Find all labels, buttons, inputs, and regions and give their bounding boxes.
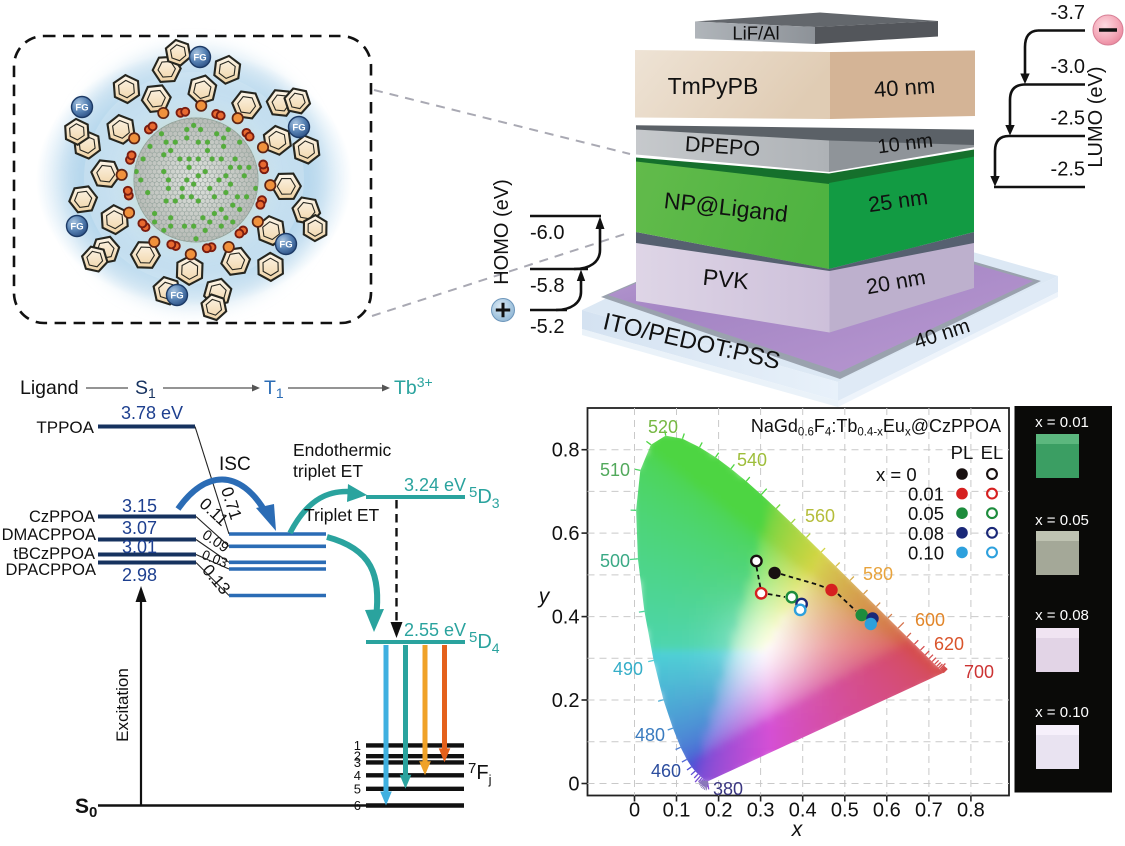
svg-text:EL: EL [981,442,1004,463]
svg-text:0.7: 0.7 [915,800,943,822]
svg-text:FG: FG [70,221,83,232]
svg-text:-6.0: -6.0 [530,222,564,244]
svg-text:-2.5: -2.5 [1051,108,1085,130]
svg-text:460: 460 [651,761,681,781]
svg-text:0.6: 0.6 [552,523,580,545]
svg-text:3.01: 3.01 [122,537,157,557]
svg-text:DPEPO: DPEPO [684,132,761,161]
svg-text:y: y [537,585,551,608]
svg-text:Excitation: Excitation [113,668,132,742]
svg-text:510: 510 [600,460,630,480]
svg-text:3.24 eV: 3.24 eV [404,475,466,495]
svg-text:0.4: 0.4 [789,800,817,822]
svg-text:ISC: ISC [219,454,251,475]
svg-text:5D4: 5D4 [469,629,500,656]
svg-text:3.15: 3.15 [122,496,157,516]
svg-text:LiF/Al: LiF/Al [732,23,779,44]
svg-text:0.4: 0.4 [552,607,580,629]
svg-text:triplet ET: triplet ET [293,461,363,481]
svg-text:2: 2 [354,749,361,764]
svg-text:0.2: 0.2 [552,690,580,712]
svg-text:-2.5: -2.5 [1051,159,1085,181]
svg-text:4: 4 [354,768,361,783]
svg-text:0.10: 0.10 [908,542,944,563]
svg-text:CzPPOA: CzPPOA [29,508,95,526]
svg-text:Triplet ET: Triplet ET [304,505,380,525]
svg-text:620: 620 [934,634,964,654]
svg-text:FG: FG [279,239,292,250]
svg-text:x = 0.01: x = 0.01 [1035,414,1089,431]
svg-text:-3.7: -3.7 [1051,2,1085,24]
svg-text:TPPOA: TPPOA [36,418,94,437]
svg-text:x = 0.10: x = 0.10 [1035,704,1089,721]
svg-text:5D3: 5D3 [469,484,500,511]
svg-text:-3.0: -3.0 [1051,56,1085,78]
svg-text:NaGd0.6F4:Tb0.4-xEux@CzPPOA: NaGd0.6F4:Tb0.4-xEux@CzPPOA [751,416,1001,439]
svg-text:700: 700 [964,662,994,682]
svg-text:5: 5 [354,781,361,796]
svg-text:0.13: 0.13 [198,561,234,599]
svg-text:DMACPPOA: DMACPPOA [2,526,96,544]
svg-text:FG: FG [193,52,206,63]
svg-text:7Fj: 7Fj [468,760,492,787]
svg-text:1: 1 [354,738,361,753]
svg-text:560: 560 [805,506,835,526]
svg-text:2.55 eV: 2.55 eV [404,620,466,640]
svg-text:x: x [791,818,804,841]
svg-text:tBCzPPOA: tBCzPPOA [13,545,95,563]
svg-text:520: 520 [648,417,678,437]
svg-text:40 nm: 40 nm [873,73,936,102]
svg-text:0.8: 0.8 [957,800,985,822]
svg-text:PL: PL [951,442,974,463]
svg-text:490: 490 [613,659,643,679]
svg-text:-5.2: -5.2 [530,316,564,338]
svg-text:T1: T1 [264,377,284,401]
svg-text:Ligand: Ligand [20,377,79,399]
svg-text:2.98: 2.98 [122,565,157,585]
svg-text:0.05: 0.05 [908,503,944,524]
svg-text:0.01: 0.01 [908,484,944,505]
svg-text:0: 0 [568,774,579,796]
svg-text:S0: S0 [75,795,97,821]
svg-text:-5.8: -5.8 [530,275,564,297]
svg-text:x = 0.08: x = 0.08 [1035,607,1089,624]
svg-text:FG: FG [292,122,305,133]
svg-text:0.6: 0.6 [873,800,901,822]
svg-text:3.78 eV: 3.78 eV [121,403,183,423]
svg-text:HOMO (eV): HOMO (eV) [491,179,513,285]
svg-text:540: 540 [737,450,767,470]
svg-text:600: 600 [915,610,945,630]
svg-text:Tb3+: Tb3+ [394,374,433,399]
svg-text:FG: FG [170,290,183,301]
svg-text:500: 500 [600,551,630,571]
svg-text:x = 0.05: x = 0.05 [1035,512,1089,529]
svg-text:S1: S1 [135,377,156,401]
svg-text:580: 580 [863,564,893,584]
svg-text:0: 0 [629,800,640,822]
svg-text:0.8: 0.8 [552,440,580,462]
svg-text:DPACPPOA: DPACPPOA [6,561,96,579]
svg-text:FG: FG [75,102,88,113]
svg-text:LUMO (eV): LUMO (eV) [1085,66,1107,167]
svg-text:0.2: 0.2 [705,800,733,822]
svg-text:PVK: PVK [702,264,751,295]
svg-text:0.1: 0.1 [663,800,691,822]
svg-text:0.3: 0.3 [747,800,775,822]
svg-text:3.07: 3.07 [122,518,157,538]
svg-text:480: 480 [635,725,665,745]
svg-text:x = 0: x = 0 [876,464,917,485]
svg-text:380: 380 [713,779,743,799]
svg-text:0.08: 0.08 [908,523,944,544]
svg-text:Endothermic: Endothermic [293,440,391,460]
svg-text:TmPyPB: TmPyPB [668,73,759,99]
svg-text:0.5: 0.5 [831,800,859,822]
svg-text:3: 3 [354,755,361,770]
